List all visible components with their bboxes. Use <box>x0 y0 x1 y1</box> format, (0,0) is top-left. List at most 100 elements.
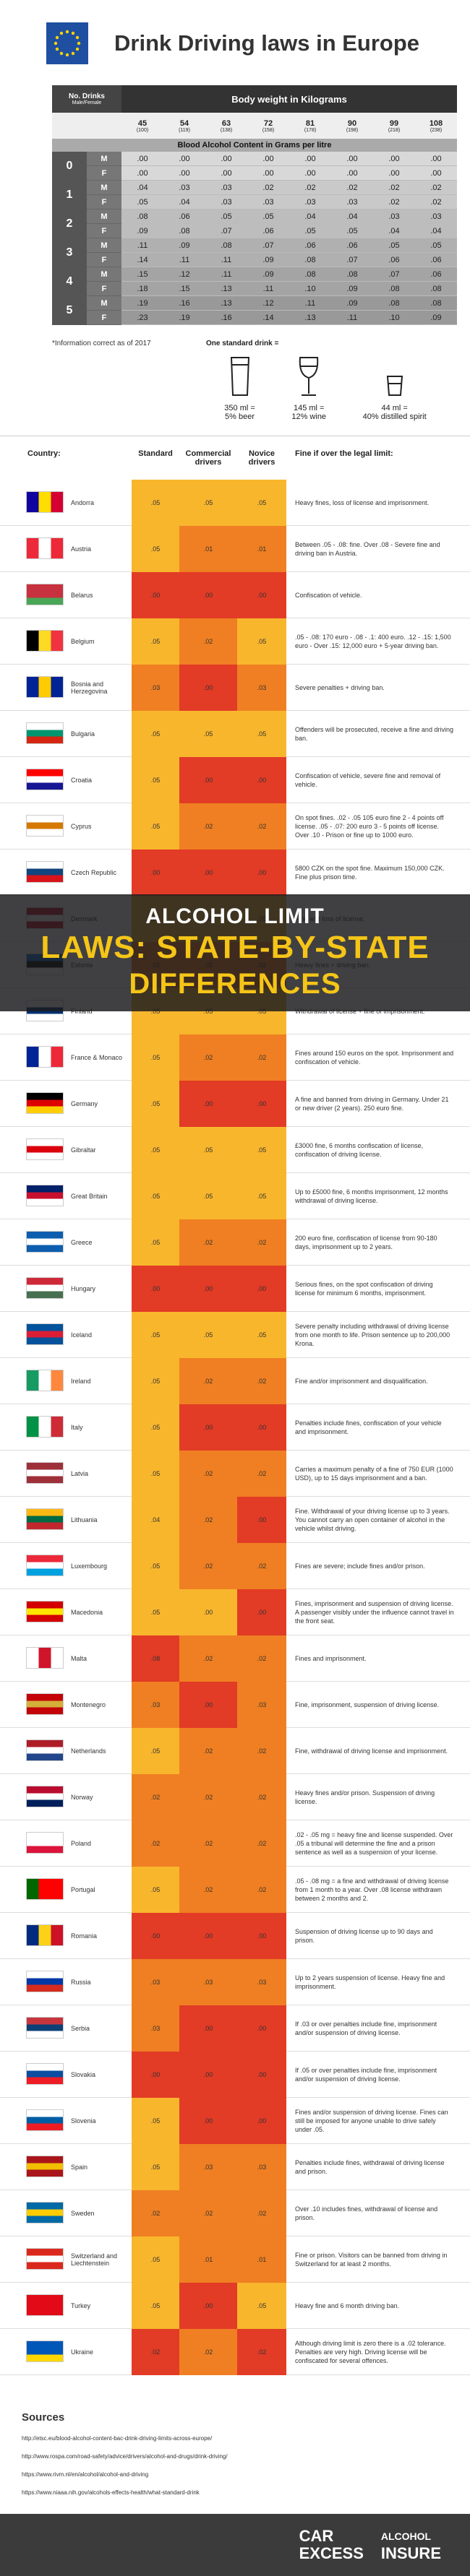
bac-value: .00 <box>179 154 190 163</box>
bac-value: .09 <box>262 255 274 264</box>
bac-limit-std: .02 <box>132 2329 179 2375</box>
beer-glass: 350 ml = 5% beer <box>224 355 255 421</box>
table-row: Serbia .03.00.00 If .03 or over penalties … <box>0 2005 470 2052</box>
weight-kg: 63 <box>221 118 231 128</box>
bac-value: .11 <box>346 313 358 322</box>
bac-value: .03 <box>262 197 274 207</box>
bac-value: .11 <box>221 255 232 264</box>
bac-limit-nov: .05 <box>237 1173 286 1219</box>
wine-glass: 145 ml = 12% wine <box>291 355 326 421</box>
wine-desc: 12% wine <box>291 412 327 421</box>
country-flag-icon <box>26 1092 64 1114</box>
fine-text: Fine. Withdrawal of your driving license… <box>295 1508 450 1532</box>
bac-limit-nov: .03 <box>237 665 286 711</box>
weight-cell: 54 (119) <box>163 113 205 139</box>
country-table: Andorra .05.05.05 Heavy fines, loss of lic… <box>0 480 470 2375</box>
bac-value: .00 <box>430 154 442 163</box>
weight-kg: 99 <box>389 118 399 128</box>
fine-text: Fines are severe; include fines and/or p… <box>295 1563 425 1570</box>
drink-count: 5 <box>52 296 87 325</box>
banner-line2: LAWS: STATE-BY-STATE <box>40 930 430 965</box>
bac-limit-nov: .02 <box>237 1451 286 1497</box>
bac-value: .03 <box>179 183 190 192</box>
bac-limit-com: .02 <box>179 1451 237 1497</box>
bac-limit-std: .00 <box>132 1913 179 1959</box>
bac-value: .10 <box>388 313 400 322</box>
car-excess-logo[interactable]: CAR EXCESS <box>299 2528 364 2562</box>
country-name: Gibraltar <box>71 1146 96 1154</box>
bac-limit-com: .02 <box>179 1820 237 1867</box>
weight-lb: (178) <box>304 127 317 133</box>
country-name: Slovenia <box>71 2117 96 2125</box>
table-row: Luxembourg .05.02.02 Fines are severe; inc… <box>0 1543 470 1589</box>
title-banner: ALCOHOL LIMIT LAWS: STATE-BY-STATE DIFFE… <box>0 894 470 1011</box>
source-link[interactable]: https://www.rivm.nl/en/alcohol/alcohol-a… <box>22 2471 149 2478</box>
weight-cell: 81 (178) <box>289 113 331 139</box>
bac-value: .16 <box>221 313 232 322</box>
country-name: Austria <box>71 545 92 553</box>
bac-value: .06 <box>179 212 190 221</box>
bac-value: .06 <box>430 269 442 279</box>
country-name: Hungary <box>71 1285 96 1292</box>
fine-text: Fine, imprisonment, suspension of drivin… <box>295 1701 440 1708</box>
weight-lb: (100) <box>136 127 149 133</box>
bac-value: .12 <box>262 298 274 308</box>
source-link[interactable]: http://www.rospa.com/road-safety/advice/… <box>22 2453 228 2460</box>
eu-flag-icon <box>46 22 88 64</box>
country-name: Malta <box>71 1655 87 1662</box>
alcohol-insure-logo[interactable]: ALCOHOL INSURE <box>381 2528 441 2562</box>
col-standard: Standard <box>138 449 173 458</box>
bac-limit-std: .05 <box>132 1127 179 1173</box>
col-commercial: Commercial drivers <box>185 449 231 467</box>
bac-limit-com: .00 <box>179 1081 237 1127</box>
bac-value: .09 <box>430 313 442 322</box>
weight-cell: 108 (238) <box>415 113 457 139</box>
beer-vol: 350 ml = <box>224 404 255 412</box>
bac-limit-com: .00 <box>179 1682 237 1728</box>
bac-row: .00 .00 .00 .00 .00 .00 .00 .00 <box>121 166 457 181</box>
spirit-glass: 44 ml = 40% distilled spirit <box>363 355 427 421</box>
source-link[interactable]: https://www.niaaa.nih.gov/alcohols-effec… <box>22 2489 200 2496</box>
sex-label: F <box>87 224 121 238</box>
table-row: Andorra .05.05.05 Heavy fines, loss of lic… <box>0 480 470 526</box>
bac-limit-com: .00 <box>179 1589 237 1635</box>
table-row: Netherlands .05.02.02 Fine, withdrawal of … <box>0 1728 470 1774</box>
bac-value: .08 <box>388 298 400 308</box>
bac-limit-nov: .00 <box>237 1913 286 1959</box>
bac-value: .00 <box>346 154 358 163</box>
sex-label: M <box>87 181 121 195</box>
country-name: Poland <box>71 1840 92 1847</box>
table-row: Belgium .05.02.05 .05 - .08: 170 euro - .0… <box>0 618 470 665</box>
fine-text: Serious fines, on the spot confiscation … <box>295 1281 433 1297</box>
country-name: Romania <box>71 1932 98 1940</box>
country-flag-icon <box>26 1185 64 1206</box>
drink-count: 4 <box>52 267 87 296</box>
bac-limit-com: .00 <box>179 1913 237 1959</box>
bac-value: .05 <box>430 241 442 250</box>
bac-row: .15 .12 .11 .09 .08 .08 .07 .06 <box>121 267 457 282</box>
bac-value: .15 <box>179 284 190 293</box>
bac-value: .14 <box>137 255 148 264</box>
country-flag-icon <box>26 584 64 605</box>
bac-value: .05 <box>262 212 274 221</box>
source-link[interactable]: http://etsc.eu/blood-alcohol-content-bac… <box>22 2435 213 2442</box>
logo1b: EXCESS <box>299 2544 364 2562</box>
bac-value: .08 <box>221 241 232 250</box>
country-flag-icon <box>26 1138 64 1160</box>
fine-text: Severe penalties + driving ban. <box>295 684 385 691</box>
beer-glass-icon <box>230 357 249 396</box>
bac-value: .02 <box>430 197 442 207</box>
bac-limit-nov: .00 <box>237 2052 286 2098</box>
bac-value: .10 <box>304 284 316 293</box>
bac-row: .00 .00 .00 .00 .00 .00 .00 .00 <box>121 152 457 166</box>
bac-limit-nov: .05 <box>237 480 286 526</box>
bac-value: .00 <box>388 154 400 163</box>
country-flag-icon <box>26 1693 64 1715</box>
table-row: Sweden .02.02.02 Over .10 includes fines, … <box>0 2190 470 2236</box>
country-flag-icon <box>26 1924 64 1946</box>
glasses: 350 ml = 5% beer 145 ml = 12% wine 44 ml… <box>206 355 445 421</box>
country-name: Latvia <box>71 1470 89 1477</box>
bac-limit-com: .01 <box>179 2236 237 2283</box>
drink-group: 3 M F .11 .09 .08 .07 .06 .06 .05 .05 .14 .11 .11 .09.… <box>52 238 457 267</box>
bac-limit-std: .05 <box>132 1404 179 1451</box>
